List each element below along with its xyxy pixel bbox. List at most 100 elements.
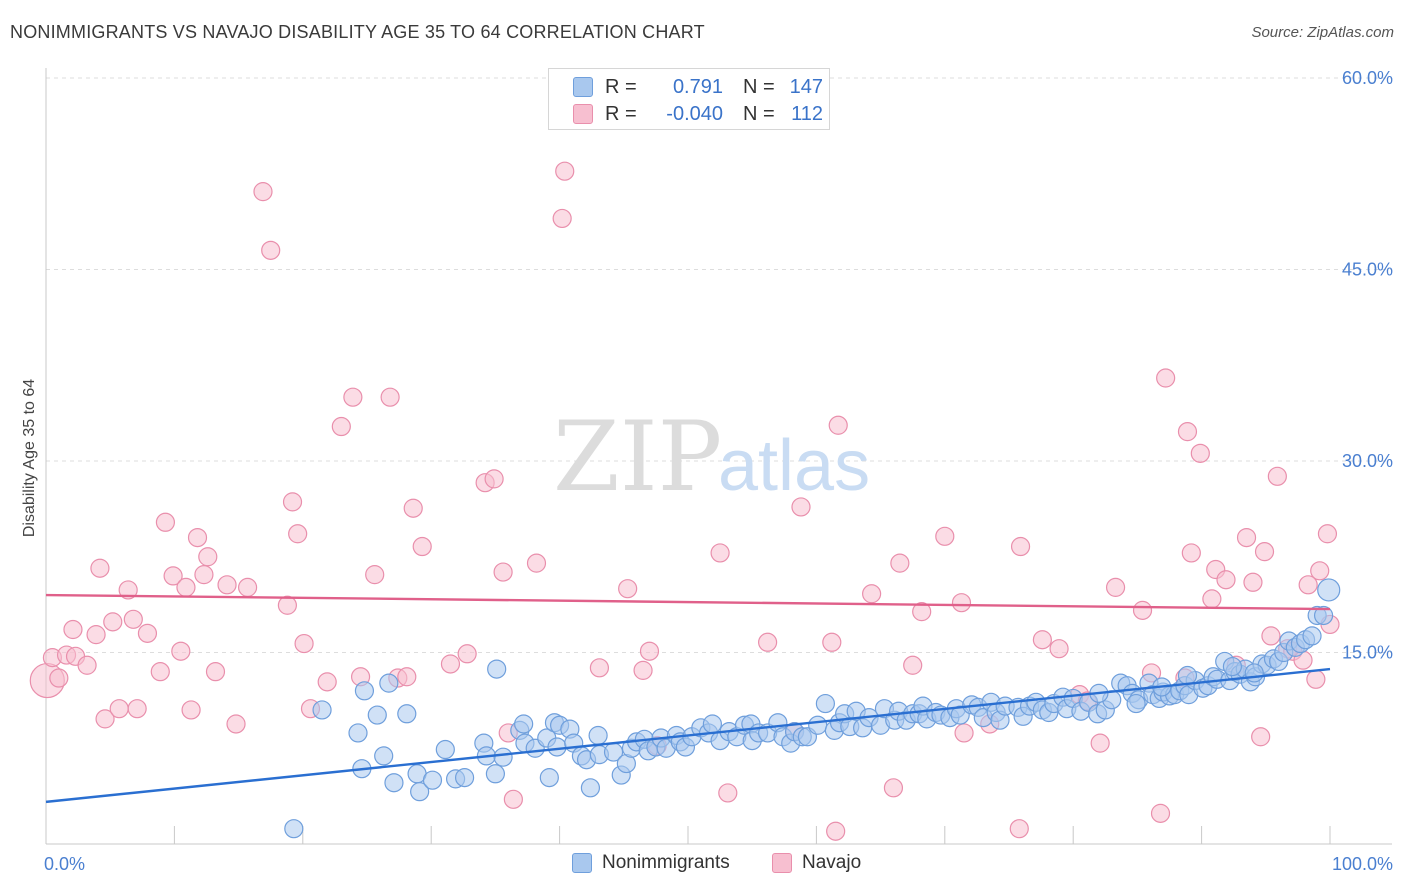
nonimmigrants-points bbox=[284, 578, 1341, 839]
nonimmigrants-point bbox=[815, 693, 835, 714]
nonimmigrants-point bbox=[1244, 663, 1264, 683]
navajo-point bbox=[187, 527, 208, 548]
legend-label: Nonimmigrants bbox=[602, 852, 730, 873]
navajo-point bbox=[217, 575, 237, 595]
r-label: R = bbox=[605, 102, 637, 125]
nonimmigrants-point bbox=[808, 715, 828, 735]
navajo-point bbox=[253, 182, 273, 202]
navajo-point bbox=[1190, 443, 1210, 463]
navajo-point bbox=[1306, 669, 1326, 689]
navajo-point bbox=[555, 161, 575, 181]
navajo-point bbox=[1032, 630, 1052, 650]
navajo-point bbox=[412, 536, 432, 557]
nonimmigrants-point bbox=[384, 773, 404, 793]
nonimmigrants-point bbox=[348, 723, 368, 743]
legend-item-navajo[interactable]: Navajo bbox=[772, 852, 861, 874]
navajo-point bbox=[1267, 466, 1287, 486]
watermark-atlas: atlas bbox=[718, 426, 870, 506]
navajo-point bbox=[758, 632, 778, 652]
source-label: Source: ZipAtlas.com bbox=[1251, 24, 1394, 41]
navajo-point bbox=[294, 633, 314, 654]
nonimmigrants-point bbox=[312, 700, 332, 720]
nonimmigrants-point bbox=[367, 705, 387, 725]
legend-item-nonimmigrants[interactable]: Nonimmigrants bbox=[572, 852, 730, 874]
navajo-point bbox=[440, 654, 461, 674]
navajo-point bbox=[181, 700, 201, 720]
navajo-point bbox=[226, 714, 246, 734]
nonimmigrants-point bbox=[485, 764, 505, 784]
navajo-point bbox=[1298, 575, 1318, 595]
navajo-point bbox=[198, 547, 218, 567]
navajo-point bbox=[127, 699, 147, 719]
navajo-point bbox=[1310, 561, 1330, 581]
y-tick-label: 45.0% bbox=[1342, 260, 1393, 280]
navajo-point bbox=[1009, 819, 1029, 839]
nonimmigrants-point bbox=[514, 714, 534, 734]
legend-row-navajo: R = -0.040 N = 112 bbox=[573, 102, 823, 126]
n-label: N = bbox=[743, 75, 775, 98]
navajo-point bbox=[150, 662, 170, 682]
navajo-point bbox=[1236, 527, 1257, 548]
navajo-point bbox=[1156, 368, 1176, 388]
navajo-point bbox=[380, 387, 400, 407]
navajo-trend-line bbox=[45, 593, 1331, 611]
nonimmigrants-point bbox=[487, 659, 507, 679]
navajo-point bbox=[1105, 577, 1126, 597]
navajo-point bbox=[954, 723, 974, 743]
navajo-point bbox=[194, 565, 214, 585]
nonimmigrants-point bbox=[588, 725, 608, 746]
navajo-point bbox=[828, 415, 848, 435]
navajo-point bbox=[862, 584, 882, 604]
navajo-point bbox=[457, 644, 477, 664]
nonimmigrants-point bbox=[580, 778, 601, 798]
navajo-point bbox=[403, 498, 423, 518]
nonimmigrants-point bbox=[1317, 578, 1341, 602]
tick-labels: 15.0% 30.0% 45.0% 60.0% 0.0% 100.0% bbox=[44, 68, 1393, 874]
navajo-point bbox=[1243, 572, 1263, 592]
nonimmigrants-point bbox=[374, 746, 394, 766]
navajo-point bbox=[137, 623, 158, 643]
grid-lines bbox=[46, 77, 1392, 653]
nonimmigrants-point bbox=[422, 770, 443, 790]
nonimmigrants-point bbox=[410, 782, 430, 802]
nonimmigrants-point bbox=[493, 747, 513, 767]
legend-label: Navajo bbox=[802, 852, 862, 873]
nonimmigrants-point bbox=[702, 714, 722, 734]
navajo-point bbox=[552, 208, 572, 229]
navajo-point bbox=[343, 387, 363, 407]
nonimmigrants-point bbox=[1302, 626, 1322, 646]
navajo-point bbox=[1049, 639, 1069, 659]
legend-swatch-pink bbox=[772, 853, 792, 873]
trend-lines bbox=[45, 593, 1331, 804]
navajo-point bbox=[883, 778, 904, 798]
navajo-point bbox=[261, 240, 281, 260]
navajo-point bbox=[589, 658, 610, 678]
y-tick-label: 30.0% bbox=[1342, 451, 1393, 471]
nonimmigrants-point bbox=[1126, 693, 1146, 714]
navajo-point bbox=[109, 699, 129, 719]
navajo-point bbox=[639, 641, 660, 661]
navajo-point bbox=[288, 524, 308, 544]
y-tick-label: 15.0% bbox=[1342, 643, 1393, 663]
navajo-point bbox=[1010, 536, 1031, 557]
y-tick-label: 60.0% bbox=[1342, 68, 1393, 88]
navajo-point bbox=[484, 469, 504, 489]
navajo-point bbox=[1317, 524, 1338, 544]
navajo-point bbox=[1181, 543, 1201, 563]
nonimmigrants-point bbox=[397, 704, 417, 724]
series-legend: Nonimmigrants Navajo bbox=[0, 852, 1406, 878]
navajo-point bbox=[1202, 589, 1222, 609]
navajo-point bbox=[118, 580, 138, 600]
navajo-point bbox=[822, 632, 842, 652]
navajo-point bbox=[103, 612, 123, 632]
r-value: 0.791 bbox=[672, 75, 723, 98]
r-value: -0.040 bbox=[666, 102, 723, 125]
navajo-point bbox=[1216, 570, 1236, 590]
navajo-point bbox=[171, 641, 191, 661]
nonimmigrants-point bbox=[354, 681, 375, 701]
n-label: N = bbox=[743, 102, 775, 125]
nonimmigrants-point bbox=[1313, 605, 1334, 626]
navajo-point bbox=[935, 526, 955, 546]
nonimmigrants-point bbox=[379, 673, 399, 693]
